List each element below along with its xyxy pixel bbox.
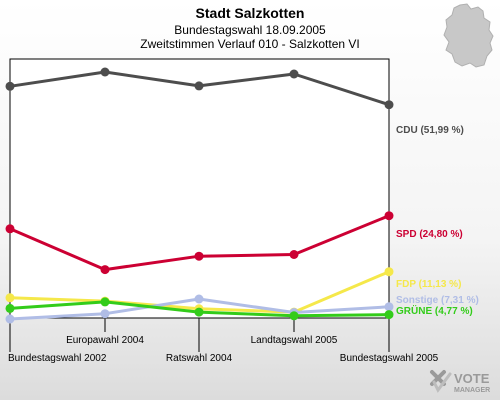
series-end-label: FDP (11,13 %)	[396, 279, 461, 290]
data-point	[194, 251, 204, 261]
data-point	[100, 265, 110, 275]
data-point	[100, 309, 110, 319]
data-point	[100, 67, 110, 77]
data-point	[384, 267, 394, 277]
data-point	[194, 294, 204, 304]
series-end-label: CDU (51,99 %)	[396, 125, 464, 136]
series-end-label: SPD (24,80 %)	[396, 229, 463, 240]
chart-subtitle-district: Zweitstimmen Verlauf 010 - Salzkotten VI	[140, 37, 360, 51]
germany-map-icon	[443, 3, 494, 68]
data-point	[384, 310, 394, 320]
x-tick-label: Ratswahl 2004	[166, 353, 233, 364]
series-end-label: GRÜNE (4,77 %)	[396, 304, 473, 317]
data-point	[384, 211, 394, 221]
logo-x-icon	[430, 370, 452, 393]
logo-word-manager: MANAGER	[454, 387, 490, 394]
data-point	[194, 81, 204, 91]
data-point	[5, 224, 15, 234]
data-point	[289, 69, 299, 79]
data-point	[5, 81, 15, 91]
chart-title: Stadt Salzkotten	[195, 5, 305, 21]
series-end-label: Sonstige (7,31 %)	[396, 295, 479, 306]
x-tick-label: Bundestagswahl 2002	[8, 353, 107, 364]
data-point	[100, 297, 110, 307]
data-point	[194, 307, 204, 317]
data-point	[289, 311, 299, 321]
data-point	[289, 250, 299, 259]
vote-manager-logo: VOTE MANAGER	[428, 368, 498, 403]
data-point	[5, 314, 15, 324]
x-tick-label: Bundestagswahl 2005	[340, 353, 439, 364]
chart-subtitle-election: Bundestagswahl 18.09.2005	[174, 23, 326, 37]
data-point	[5, 293, 15, 303]
x-tick-label: Landtagswahl 2005	[251, 335, 338, 346]
x-tick-label: Europawahl 2004	[66, 335, 144, 346]
data-point	[384, 302, 394, 312]
logo-word-vote: VOTE	[454, 371, 490, 386]
plot-area	[9, 58, 390, 319]
data-point	[384, 100, 394, 110]
data-point	[5, 303, 15, 313]
